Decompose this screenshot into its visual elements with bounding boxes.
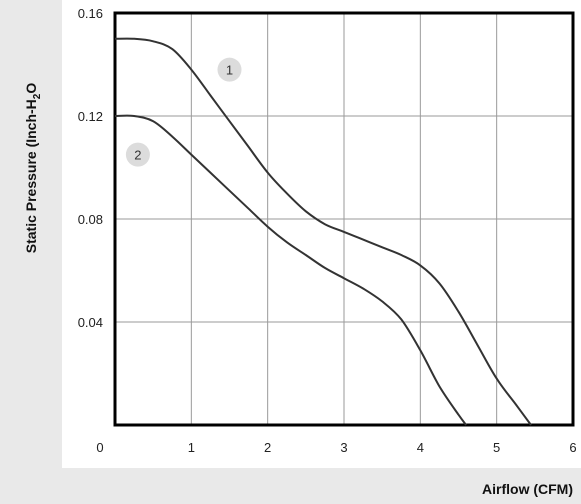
plot-frame — [113, 11, 575, 427]
x-tick-label: 4 — [417, 440, 424, 455]
x-tick-label: 3 — [340, 440, 347, 455]
series-labels: 12 — [125, 57, 242, 167]
y-axis-title: Static Pressure (Inch-H2O — [23, 83, 43, 254]
x-tick-label: 1 — [188, 440, 195, 455]
series-label-1: 1 — [226, 63, 233, 78]
x-tick-label: 2 — [264, 440, 271, 455]
y-tick-label: 0.16 — [78, 6, 103, 21]
y-tick-label: 0.04 — [78, 315, 103, 330]
grid-lines — [115, 13, 573, 425]
series-line-2 — [114, 114, 467, 426]
y-tick-labels: 0.16 0.12 0.08 0.04 — [78, 6, 103, 330]
x-tick-label: 5 — [493, 440, 500, 455]
series-label-2: 2 — [134, 148, 141, 163]
series-lines — [114, 37, 532, 426]
series-line-1 — [114, 37, 532, 426]
x-tick-label: 0 — [96, 440, 103, 455]
x-axis-title: Airflow (CFM) — [482, 481, 573, 497]
y-tick-label: 0.08 — [78, 212, 103, 227]
series-label-badge — [217, 57, 242, 82]
series-label-badge — [125, 142, 150, 167]
x-tick-labels: 0 1 2 3 4 5 6 — [96, 440, 576, 455]
y-tick-label: 0.12 — [78, 109, 103, 124]
x-tick-label: 6 — [569, 440, 576, 455]
